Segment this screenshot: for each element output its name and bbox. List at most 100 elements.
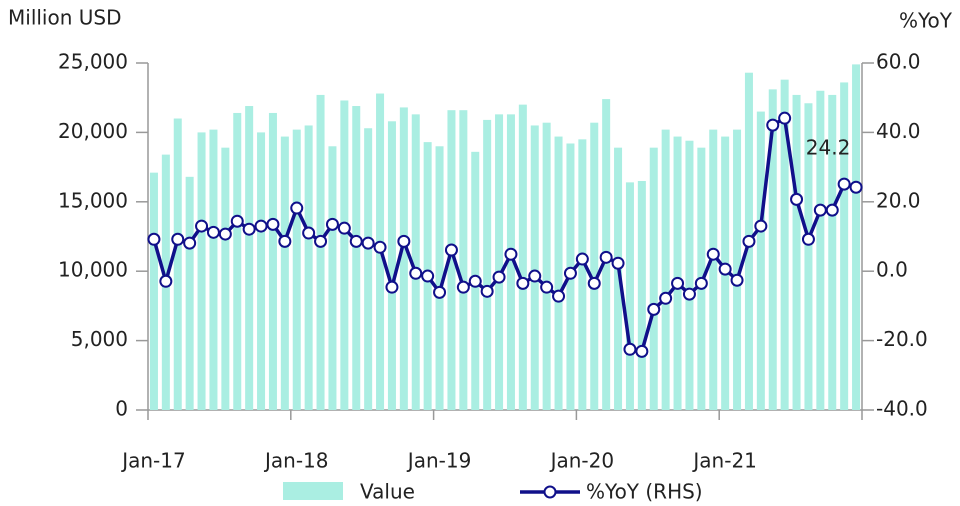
bar <box>733 129 742 410</box>
line-marker <box>647 302 661 316</box>
line-marker <box>325 217 339 231</box>
bar <box>768 89 777 410</box>
bar <box>316 94 325 410</box>
line-marker <box>337 221 351 235</box>
y-tick-label: 15,000 <box>58 188 128 212</box>
line-marker <box>147 232 161 246</box>
y-tick-label: 25,000 <box>58 50 128 74</box>
bar <box>340 100 349 410</box>
line-marker <box>230 214 244 228</box>
bar <box>614 147 623 410</box>
bar <box>506 114 515 410</box>
bar <box>209 129 218 410</box>
bar <box>304 125 313 411</box>
x-tick-label: Jan-21 <box>691 449 757 473</box>
bar <box>233 112 242 410</box>
bar <box>590 122 599 411</box>
bar <box>625 182 634 410</box>
data-label: 24.2 <box>806 136 851 160</box>
y-axis-label: Million USD <box>8 6 122 30</box>
bar <box>792 94 801 410</box>
y2-tick-label: 40.0 <box>876 119 921 143</box>
y2-tick-label: -40.0 <box>876 397 928 421</box>
bar <box>756 111 765 410</box>
y2-tick-label: 20.0 <box>876 188 921 212</box>
legend-marker <box>543 485 557 499</box>
line-marker <box>290 201 304 215</box>
bar <box>328 146 337 410</box>
line-marker <box>837 177 851 191</box>
line-marker <box>730 273 744 287</box>
bar <box>185 176 194 410</box>
line-marker <box>659 291 673 305</box>
line-marker <box>433 285 447 299</box>
line-marker <box>314 234 328 248</box>
line-marker <box>397 234 411 248</box>
line-marker <box>195 219 209 233</box>
line-marker <box>171 232 185 246</box>
line-marker <box>575 252 589 266</box>
y2-tick-label: 0.0 <box>876 258 908 282</box>
y2-tick-label: 60.0 <box>876 50 921 74</box>
line-marker <box>492 270 506 284</box>
line-marker <box>254 219 268 233</box>
line-marker <box>468 274 482 288</box>
line-marker <box>599 250 613 264</box>
bar <box>459 110 468 410</box>
bar <box>257 132 266 410</box>
x-tick-label: Jan-18 <box>263 449 329 473</box>
line-marker <box>242 222 256 236</box>
bar <box>840 82 849 410</box>
legend-label: %YoY (RHS) <box>586 480 703 504</box>
line-marker <box>444 243 458 257</box>
line-marker <box>385 280 399 294</box>
line-marker <box>825 203 839 217</box>
bar <box>804 103 813 410</box>
line-marker <box>706 247 720 261</box>
line-marker <box>790 192 804 206</box>
line-marker <box>801 232 815 246</box>
line-marker <box>349 234 363 248</box>
line-marker <box>718 262 732 276</box>
bar <box>578 139 587 410</box>
line-marker <box>754 219 768 233</box>
line-marker <box>409 266 423 280</box>
y2-axis-label: %YoY <box>899 9 953 33</box>
line-marker <box>778 111 792 125</box>
line-marker <box>635 344 649 358</box>
line-marker <box>742 234 756 248</box>
bar <box>495 114 504 410</box>
line-marker <box>218 227 232 241</box>
legend-swatch <box>283 482 343 500</box>
bar <box>518 104 527 410</box>
line-marker <box>813 203 827 217</box>
legend-label: Value <box>360 480 415 504</box>
bar <box>816 90 825 410</box>
line-marker <box>587 276 601 290</box>
bar <box>364 128 373 410</box>
line-marker <box>540 280 554 294</box>
line-marker <box>516 276 530 290</box>
line-marker <box>456 280 470 294</box>
bar <box>173 118 182 411</box>
bar <box>673 136 682 410</box>
bar <box>637 180 646 410</box>
bar <box>554 136 563 410</box>
bar <box>221 147 230 410</box>
bar <box>292 129 301 410</box>
line-marker <box>528 269 542 283</box>
bar <box>649 147 658 410</box>
x-tick-label: Jan-17 <box>120 449 186 473</box>
bar <box>530 125 539 411</box>
line-marker <box>611 256 625 270</box>
bar <box>268 112 277 410</box>
line-marker <box>480 284 494 298</box>
y2-tick-label: -20.0 <box>876 327 928 351</box>
bar <box>852 64 861 410</box>
line-marker <box>504 247 518 261</box>
bar <box>709 129 718 410</box>
line-marker <box>361 236 375 250</box>
line-marker <box>159 274 173 288</box>
line-marker <box>421 269 435 283</box>
line-marker <box>563 266 577 280</box>
